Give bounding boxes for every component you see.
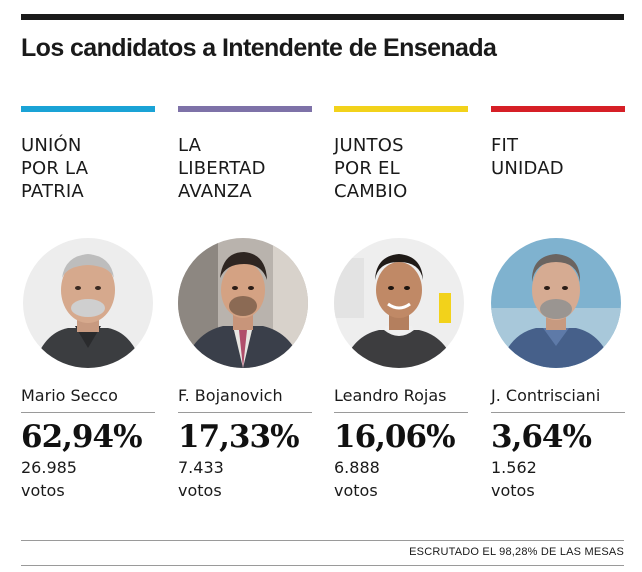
party-color-bar <box>491 106 625 112</box>
vote-percent: 3,64% <box>491 419 592 455</box>
vote-count-number: 1.562 <box>491 458 537 477</box>
divider <box>491 412 625 413</box>
vote-percent: 16,06% <box>334 419 456 455</box>
vote-percent: 62,94% <box>21 419 143 455</box>
candidate-photo <box>491 238 621 368</box>
vote-percent: 17,33% <box>178 419 300 455</box>
candidate-photo <box>334 238 464 368</box>
party-name-line: UNIÓN <box>21 135 82 156</box>
vote-count-label: votos <box>21 481 65 500</box>
party-name: LA LIBERTAD AVANZA <box>178 134 312 204</box>
vote-count: 26.985 votos <box>21 456 77 502</box>
candidate-card-secco: UNIÓN POR LA PATRIA Mario Secco 62,94% 2… <box>21 106 155 500</box>
vote-count: 6.888 votos <box>334 456 380 502</box>
vote-count-label: votos <box>491 481 535 500</box>
footer-rule-bottom <box>21 565 624 566</box>
candidate-card-bojanovich: LA LIBERTAD AVANZA F. Bojanovich 17,33% … <box>178 106 312 500</box>
party-name-line: UNIDAD <box>491 158 564 179</box>
candidate-card-contrisciani: FIT UNIDAD J. Contrisciani 3,64% 1.562 v… <box>491 106 625 500</box>
candidate-name: Leandro Rojas <box>334 386 447 405</box>
footer-rule-top <box>21 540 624 541</box>
vote-count-label: votos <box>334 481 378 500</box>
candidate-name: Mario Secco <box>21 386 118 405</box>
party-color-bar <box>334 106 468 112</box>
party-name-line: AVANZA <box>178 181 252 202</box>
candidate-name: J. Contrisciani <box>491 386 601 405</box>
vote-count-number: 7.433 <box>178 458 224 477</box>
party-name-line: LIBERTAD <box>178 158 266 179</box>
party-name: UNIÓN POR LA PATRIA <box>21 134 155 204</box>
candidate-name: F. Bojanovich <box>178 386 283 405</box>
party-color-bar <box>178 106 312 112</box>
party-name-line: POR LA <box>21 158 89 179</box>
party-name: FIT UNIDAD <box>491 134 625 204</box>
divider <box>334 412 468 413</box>
candidate-photo <box>178 238 308 368</box>
party-name-line: LA <box>178 135 202 156</box>
party-name-line: FIT <box>491 135 519 156</box>
vote-count-number: 6.888 <box>334 458 380 477</box>
vote-count-number: 26.985 <box>21 458 77 477</box>
party-name-line: POR EL <box>334 158 400 179</box>
party-name-line: PATRIA <box>21 181 84 202</box>
party-name-line: CAMBIO <box>334 181 408 202</box>
divider <box>21 412 155 413</box>
candidate-card-rojas: JUNTOS POR EL CAMBIO Leandro Rojas 16,06… <box>334 106 468 500</box>
vote-count: 7.433 votos <box>178 456 224 502</box>
divider <box>178 412 312 413</box>
vote-count-label: votos <box>178 481 222 500</box>
party-name-line: JUNTOS <box>334 135 404 156</box>
top-rule <box>21 14 624 20</box>
candidate-photo <box>23 238 153 368</box>
page-title: Los candidatos a Intendente de Ensenada <box>21 34 497 62</box>
party-name: JUNTOS POR EL CAMBIO <box>334 134 468 204</box>
vote-count: 1.562 votos <box>491 456 537 502</box>
party-color-bar <box>21 106 155 112</box>
scrutiny-note: ESCRUTADO EL 98,28% DE LAS MESAS <box>409 546 624 558</box>
